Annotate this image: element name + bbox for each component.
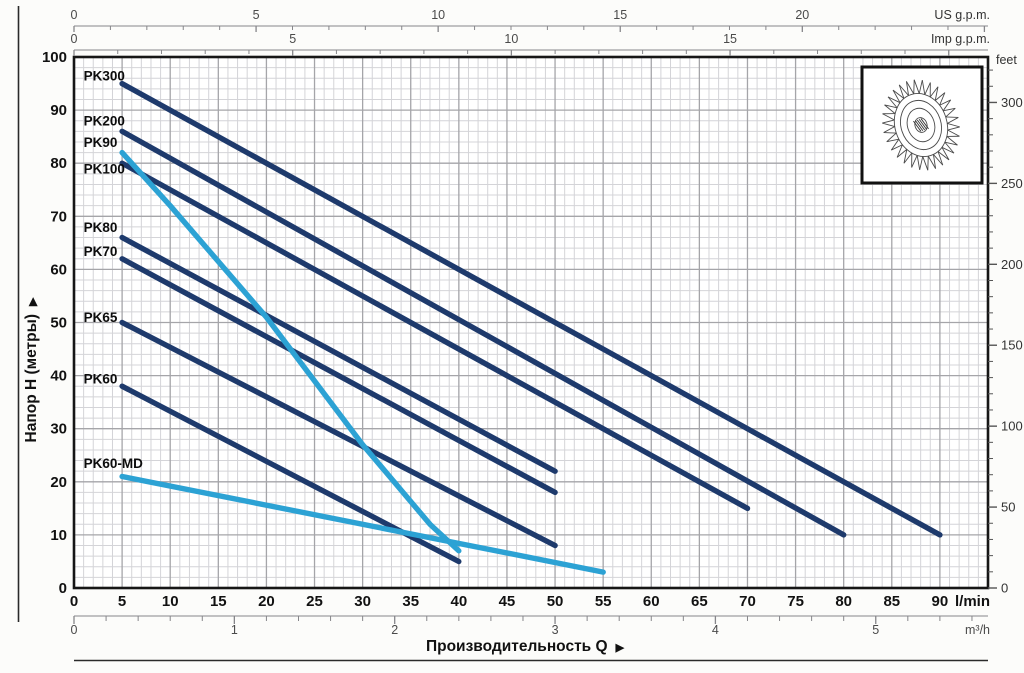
svg-text:200: 200 — [1001, 257, 1023, 272]
svg-text:0: 0 — [70, 593, 78, 610]
svg-text:0: 0 — [71, 623, 78, 637]
svg-text:50: 50 — [50, 315, 67, 332]
y-axis-title: Напор H (метры)▶ — [23, 297, 40, 442]
svg-text:10: 10 — [50, 527, 67, 544]
svg-text:250: 250 — [1001, 176, 1023, 191]
svg-text:150: 150 — [1001, 338, 1023, 353]
svg-text:40: 40 — [450, 593, 467, 610]
svg-text:70: 70 — [739, 593, 756, 610]
svg-text:100: 100 — [1001, 419, 1023, 434]
svg-text:2: 2 — [391, 623, 398, 637]
grid-major — [74, 57, 988, 588]
curve-label-PK90: PK90 — [84, 135, 118, 150]
svg-text:60: 60 — [643, 593, 660, 610]
svg-text:5: 5 — [872, 623, 879, 637]
axis-head-m: 0 10 20 30 40 50 60 70 80 90 100 — [42, 49, 67, 597]
svg-text:75: 75 — [787, 593, 804, 610]
svg-text:US g.p.m.: US g.p.m. — [934, 8, 990, 22]
svg-text:0: 0 — [1001, 581, 1008, 596]
svg-text:65: 65 — [691, 593, 708, 610]
svg-text:80: 80 — [835, 593, 852, 610]
svg-text:0: 0 — [59, 580, 67, 597]
svg-text:15: 15 — [723, 32, 737, 46]
svg-text:90: 90 — [50, 102, 67, 119]
curve-PK200 — [119, 128, 847, 538]
curve-label-PK80: PK80 — [84, 220, 118, 235]
svg-text:0: 0 — [71, 8, 78, 22]
axis-m3h: 0 1 2 3 4 5 m³/h — [71, 615, 990, 637]
curve-PK70 — [119, 256, 558, 496]
svg-text:300: 300 — [1001, 95, 1023, 110]
curve-PK300 — [119, 80, 943, 538]
svg-text:30: 30 — [354, 593, 371, 610]
svg-text:25: 25 — [306, 593, 323, 610]
svg-text:0: 0 — [71, 32, 78, 46]
plot-border — [72, 55, 990, 590]
curve-label-PK60: PK60 — [84, 371, 118, 386]
curve-PK60-MD — [119, 473, 606, 575]
svg-text:20: 20 — [795, 8, 809, 22]
curve-label-PK70: PK70 — [84, 244, 118, 259]
axis-feet: 0 50 100 150 200 250 300 feet — [988, 53, 1023, 596]
curve-label-PK300: PK300 — [84, 69, 125, 84]
svg-text:15: 15 — [210, 593, 227, 610]
svg-text:10: 10 — [162, 593, 179, 610]
impeller-illustration — [882, 79, 960, 171]
x-axis-title: Производительность Q ▶ — [426, 638, 625, 655]
axis-lmin: 0 5 10 15 20 25 30 35 40 45 50 55 60 65 70 75 80 85 90 l/mi… — [70, 593, 990, 610]
curve-PK90 — [119, 149, 462, 554]
svg-text:5: 5 — [118, 593, 126, 610]
svg-text:40: 40 — [50, 368, 67, 385]
svg-text:10: 10 — [431, 8, 445, 22]
impeller-inset — [860, 65, 984, 185]
svg-text:15: 15 — [613, 8, 627, 22]
svg-text:10: 10 — [504, 32, 518, 46]
svg-text:1: 1 — [231, 623, 238, 637]
svg-text:5: 5 — [253, 8, 260, 22]
svg-text:85: 85 — [883, 593, 900, 610]
svg-text:45: 45 — [499, 593, 516, 610]
svg-text:20: 20 — [50, 474, 67, 491]
curve-label-PK200: PK200 — [84, 114, 125, 129]
inset-frame — [860, 65, 984, 185]
svg-text:70: 70 — [50, 208, 67, 225]
svg-text:35: 35 — [402, 593, 419, 610]
svg-text:100: 100 — [42, 49, 67, 66]
curve-PK100 — [119, 160, 751, 512]
curve-PK80 — [119, 234, 558, 474]
axis-imp-gpm: 0 5 10 15 Imp g.p.m. — [71, 32, 990, 56]
curve-label-PK100: PK100 — [84, 162, 125, 177]
svg-text:l/min: l/min — [955, 593, 990, 610]
svg-text:m³/h: m³/h — [965, 623, 990, 637]
curve-label-PK60-MD: PK60-MD — [84, 456, 144, 471]
svg-text:Imp g.p.m.: Imp g.p.m. — [931, 32, 990, 46]
svg-text:55: 55 — [595, 593, 612, 610]
svg-text:50: 50 — [547, 593, 564, 610]
svg-text:feet: feet — [996, 53, 1017, 67]
svg-text:30: 30 — [50, 421, 67, 438]
svg-text:80: 80 — [50, 155, 67, 172]
svg-text:5: 5 — [289, 32, 296, 46]
svg-text:3: 3 — [552, 623, 559, 637]
curve-label-PK65: PK65 — [84, 310, 118, 325]
svg-text:90: 90 — [932, 593, 949, 610]
svg-text:50: 50 — [1001, 500, 1015, 515]
svg-text:4: 4 — [712, 623, 719, 637]
curve-PK65 — [119, 319, 558, 549]
svg-text:20: 20 — [258, 593, 275, 610]
svg-text:60: 60 — [50, 261, 67, 278]
axis-us-gpm: 0 5 10 15 20 US g.p.m. — [71, 8, 990, 32]
